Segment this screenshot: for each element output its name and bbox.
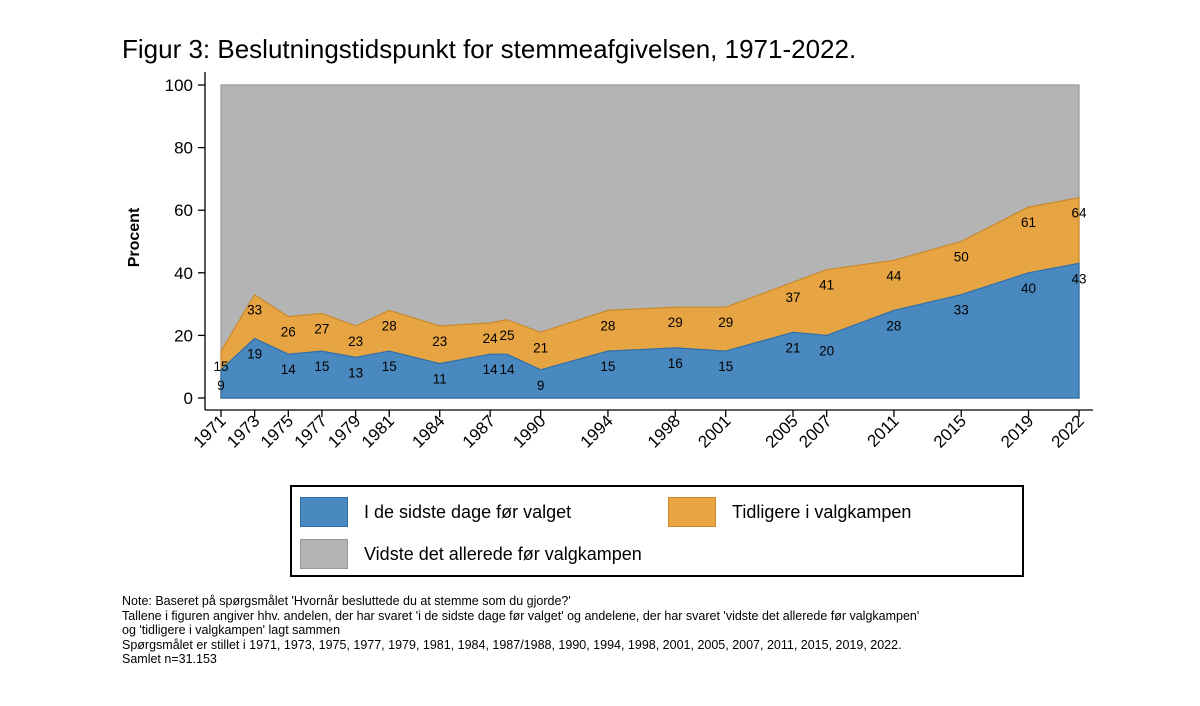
data-label-earlier-campaign: 64 [1071,206,1087,221]
data-label-last-days: 21 [785,340,800,355]
data-label-earlier-campaign: 15 [213,359,228,374]
legend-label-last-days: I de sidste dage før valget [364,501,572,522]
chart-legend: I de sidste dage før valget Tidligere i … [290,485,1024,577]
x-tick-label: 2005 [762,411,802,451]
x-tick-label: 1975 [257,411,297,451]
data-label-earlier-campaign: 29 [668,315,683,330]
data-label-last-days: 43 [1071,271,1086,286]
x-tick-label: 1987 [459,411,499,451]
legend-item-knew-already: Vidste det allerede før valgkampen [300,539,642,569]
note-line-5: Samlet n=31.153 [122,652,217,666]
data-label-last-days: 15 [718,359,733,374]
data-label-earlier-campaign: 44 [886,268,902,283]
data-label-last-days: 16 [668,356,683,371]
data-label-earlier-campaign: 27 [314,321,329,336]
data-label-earlier-campaign: 23 [432,334,447,349]
x-tick-label: 2007 [795,411,835,451]
legend-swatch-blue [300,497,348,527]
x-tick-label: 1977 [291,411,331,451]
x-tick-label: 2022 [1048,411,1088,451]
x-tick-label: 1973 [223,411,263,451]
area-chart: 020406080100Procent197119731975197719791… [126,72,1093,452]
data-label-earlier-campaign: 28 [600,318,615,333]
data-label-earlier-campaign: 33 [247,303,262,318]
x-tick-label: 2001 [694,411,734,451]
x-tick-label: 1971 [190,411,230,451]
x-tick-label: 1990 [509,411,549,451]
data-label-earlier-campaign: 23 [348,334,363,349]
legend-label-knew-already: Vidste det allerede før valgkampen [364,543,642,564]
data-label-earlier-campaign: 41 [819,278,834,293]
legend-label-earlier-campaign: Tidligere i valgkampen [732,501,912,522]
legend-swatch-gray [300,539,348,569]
x-tick-label: 2011 [863,411,902,450]
x-tick-label: 1984 [408,411,448,451]
data-label-last-days: 14 [483,362,499,377]
data-label-last-days: 19 [247,347,262,362]
x-tick-label: 2019 [997,411,1037,451]
data-label-earlier-campaign: 25 [499,328,514,343]
data-label-last-days: 15 [314,359,329,374]
y-tick-label: 40 [174,264,193,283]
y-tick-label: 100 [165,76,193,95]
legend-swatch-orange [668,497,716,527]
x-tick-label: 1981 [358,411,398,451]
x-tick-label: 1994 [577,411,617,451]
data-label-last-days: 20 [819,343,834,358]
data-label-earlier-campaign: 26 [281,325,296,340]
data-label-last-days: 28 [886,318,901,333]
data-label-last-days: 15 [600,359,615,374]
y-tick-label: 20 [174,326,193,345]
data-label-last-days: 11 [433,372,447,387]
data-label-earlier-campaign: 24 [483,331,499,346]
data-label-earlier-campaign: 28 [382,318,397,333]
data-label-earlier-campaign: 29 [718,315,733,330]
data-label-last-days: 14 [499,362,515,377]
data-label-last-days: 33 [954,303,969,318]
legend-item-last-days: I de sidste dage før valget [300,497,571,527]
data-label-earlier-campaign: 21 [533,340,548,355]
legend-item-earlier-campaign: Tidligere i valgkampen [668,497,911,527]
data-label-last-days: 15 [382,359,397,374]
note-line-4: Spørgsmålet er stillet i 1971, 1973, 197… [122,637,902,652]
data-label-last-days: 14 [281,362,297,377]
data-label-earlier-campaign: 50 [954,250,969,265]
note-line-1: Note: Baseret på spørgsmålet 'Hvornår be… [122,594,571,608]
note-line-3: og 'tidligere i valgkampen' lagt sammen [122,623,341,637]
note-line-2: Tallene i figuren angiver hhv. andelen, … [122,608,920,623]
chart-notes: Note: Baseret på spørgsmålet 'Hvornår be… [122,594,919,667]
data-label-earlier-campaign: 37 [785,290,800,305]
area-last-days [220,262,1080,399]
x-tick-label: 2015 [930,411,970,451]
x-tick-label: 1979 [324,411,364,451]
data-label-last-days: 9 [217,378,225,393]
data-label-last-days: 9 [537,378,545,393]
y-axis-title: Procent [126,207,143,267]
data-label-last-days: 40 [1021,281,1036,296]
data-label-last-days: 13 [348,365,363,380]
x-tick-label: 1998 [644,411,684,451]
data-label-earlier-campaign: 61 [1021,215,1036,230]
y-tick-label: 0 [184,389,193,408]
y-tick-label: 80 [174,139,193,158]
y-tick-label: 60 [174,201,193,220]
chart-title: Figur 3: Beslutningstidspunkt for stemme… [122,34,857,64]
